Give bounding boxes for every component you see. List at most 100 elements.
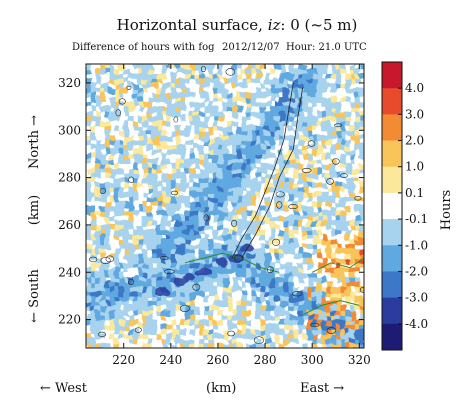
- heatmap-cell: [302, 191, 309, 198]
- heatmap-cell: [293, 267, 299, 273]
- colorbar-tick-label: 4.0: [405, 81, 424, 95]
- heatmap-cell: [156, 191, 162, 198]
- heatmap-cell: [260, 262, 266, 269]
- heatmap-cell: [123, 305, 130, 311]
- heatmap-cell: [118, 314, 125, 321]
- heatmap-cell: [180, 144, 186, 150]
- heatmap-cell: [316, 210, 323, 217]
- heatmap-cell: [142, 168, 148, 174]
- heatmap-cell: [208, 291, 214, 297]
- heatmap-cell: [298, 329, 304, 335]
- heatmap-cell: [274, 172, 280, 179]
- heatmap-cell: [250, 248, 257, 254]
- heatmap-cell: [170, 130, 177, 136]
- heatmap-cell: [241, 182, 247, 188]
- heatmap-cell: [100, 97, 106, 103]
- heatmap-cell: [335, 305, 342, 311]
- heatmap-cell: [283, 168, 290, 174]
- heatmap-cell: [208, 248, 214, 254]
- heatmap-cell: [255, 191, 261, 198]
- heatmap-cell: [232, 262, 238, 269]
- heatmap-cell: [86, 229, 92, 235]
- heatmap-cell: [312, 87, 318, 93]
- heatmap-cell: [232, 333, 238, 340]
- heatmap-cell: [203, 82, 210, 89]
- heatmap-cell: [260, 324, 266, 330]
- heatmap-cell: [170, 329, 177, 335]
- heatmap-cell: [283, 215, 290, 221]
- heatmap-cell: [316, 319, 323, 325]
- heatmap-cell: [217, 319, 224, 325]
- heatmap-cell: [241, 262, 247, 269]
- heatmap-cell: [142, 177, 148, 183]
- heatmap-cell: [161, 310, 167, 316]
- colorbar-segment: [382, 192, 402, 220]
- colorbar-segment: [382, 245, 402, 272]
- colorbar-tick-label: 3.0: [405, 107, 424, 121]
- heatmap-cell: [151, 187, 158, 193]
- heatmap-cell: [274, 168, 280, 174]
- heatmap-cell: [345, 295, 351, 302]
- heatmap-cell: [265, 201, 271, 207]
- heatmap-cell: [151, 286, 158, 292]
- heatmap-cell: [236, 64, 243, 70]
- heatmap-cell: [128, 168, 134, 174]
- heatmap-cell: [86, 135, 92, 141]
- heatmap-cell: [250, 329, 257, 335]
- heatmap-cell: [312, 343, 318, 348]
- heatmap-cell: [232, 106, 238, 112]
- heatmap-cell: [133, 305, 139, 311]
- heatmap-cell: [359, 206, 364, 212]
- heatmap-cell: [335, 272, 342, 278]
- heatmap-cell: [307, 78, 313, 84]
- heatmap-cell: [321, 139, 327, 146]
- heatmap-cell: [312, 125, 318, 131]
- heatmap-cell: [161, 329, 167, 335]
- heatmap-cell: [199, 111, 205, 117]
- heatmap-cell: [316, 64, 323, 70]
- heatmap-cell: [123, 125, 130, 131]
- heatmap-cell: [269, 68, 276, 75]
- heatmap-cell: [354, 319, 360, 325]
- heatmap-cell: [227, 135, 233, 141]
- heatmap-cell: [298, 149, 304, 155]
- heatmap-cell: [246, 73, 252, 79]
- heatmap-cell: [335, 291, 342, 297]
- heatmap-cell: [326, 314, 332, 321]
- heatmap-cell: [307, 153, 313, 160]
- heatmap-cell: [279, 319, 285, 325]
- heatmap-cell: [298, 300, 304, 306]
- heatmap-cell: [349, 243, 356, 250]
- heatmap-cell: [128, 191, 134, 198]
- heatmap-cell: [232, 196, 238, 202]
- heatmap-cell: [298, 101, 304, 108]
- heatmap-cell: [86, 101, 92, 108]
- heatmap-cell: [217, 182, 224, 188]
- heatmap-cell: [95, 229, 101, 235]
- heatmap-cell: [180, 116, 186, 122]
- heatmap-cell: [100, 206, 106, 212]
- heatmap-cell: [147, 187, 153, 193]
- heatmap-cell: [199, 229, 205, 235]
- heatmap-cell: [184, 92, 191, 98]
- heatmap-cell: [194, 158, 200, 164]
- heatmap-cell: [109, 158, 115, 164]
- heatmap-cell: [283, 135, 290, 141]
- heatmap-cell: [335, 333, 342, 340]
- heatmap-cell: [236, 130, 243, 136]
- heatmap-cell: [133, 97, 139, 103]
- heatmap-cell: [203, 220, 210, 226]
- heatmap-cell: [114, 338, 120, 344]
- heatmap-cell: [161, 253, 167, 259]
- heatmap-cell: [340, 153, 346, 160]
- heatmap-cell: [100, 281, 106, 288]
- heatmap-cell: [288, 73, 294, 79]
- heatmap-cell: [170, 319, 177, 325]
- heatmap-cell: [180, 262, 186, 269]
- heatmap-cell: [269, 111, 276, 117]
- heatmap-cell: [104, 158, 111, 164]
- heatmap-cell: [166, 158, 172, 164]
- heatmap-cell: [241, 210, 247, 217]
- heatmap-cell: [227, 177, 233, 183]
- heatmap-cell: [359, 168, 364, 174]
